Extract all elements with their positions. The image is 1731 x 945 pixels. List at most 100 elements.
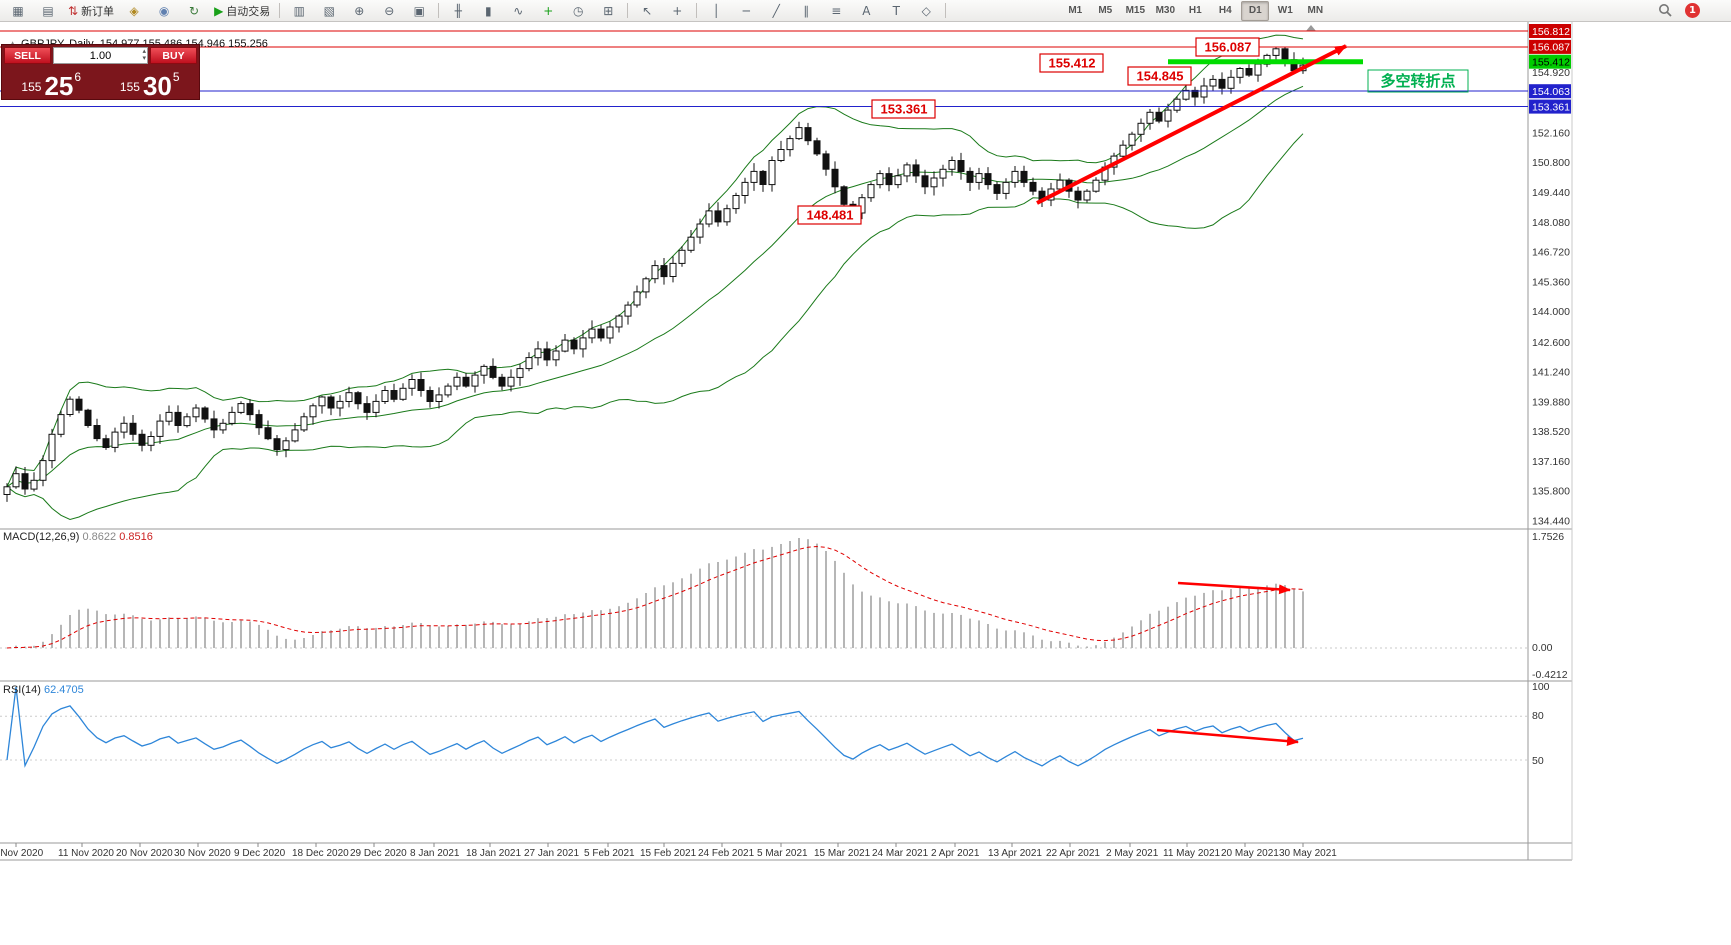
trend-arrow-main[interactable] (1036, 44, 1347, 205)
rsi-axis-label: 50 (1532, 755, 1544, 767)
templates-button[interactable]: ⊞ (594, 1, 622, 21)
tf-h4-button[interactable]: H4 (1211, 1, 1239, 21)
price-callout-text: 156.087 (1205, 40, 1252, 55)
price-axis-label: 152.160 (1532, 127, 1570, 139)
toolbar-group-timeframes: M1 M5 M15 M30 H1 H4 D1 W1 MN (1060, 0, 1330, 21)
channel-icon: ∥ (803, 3, 810, 18)
tf-mn-button[interactable]: MN (1301, 1, 1329, 21)
arrows-menu-button[interactable]: ◇ (912, 1, 940, 21)
trend-arrow-macd[interactable] (1177, 581, 1291, 595)
rsi-label: RSI(14) 62.4705 (3, 684, 84, 696)
price-callout-box[interactable] (797, 205, 862, 225)
cursor-button[interactable]: ↖ (633, 1, 661, 21)
notification-badge[interactable]: 1 (1685, 3, 1700, 18)
crosshair-button[interactable]: + (663, 1, 691, 21)
periods-button[interactable]: ◷ (564, 1, 592, 21)
macd-pane (0, 538, 1528, 649)
trend-arrow-rsi[interactable] (1156, 728, 1299, 747)
chart-shift-marker[interactable] (1306, 25, 1316, 31)
horizontal-line-button[interactable]: ─ (732, 1, 760, 21)
text-button[interactable]: A (852, 1, 880, 21)
price-callout-box[interactable] (871, 99, 936, 119)
equidistant-channel-button[interactable]: ∥ (792, 1, 820, 21)
tf-w1-button[interactable]: W1 (1271, 1, 1299, 21)
fibonacci-retracement-button[interactable]: ≡ (822, 1, 850, 21)
tf-h4-label: H4 (1218, 5, 1232, 16)
text-label-button[interactable]: T (882, 1, 910, 21)
price-callout-box[interactable] (1127, 66, 1192, 86)
zoom-out-button[interactable]: ⊖ (375, 1, 403, 21)
rsi-name: RSI(14) (3, 684, 41, 696)
price-tag-text: 155.412 (1532, 57, 1570, 69)
time-axis-label: 5 Mar 2021 (757, 848, 808, 859)
new-order-label: 新订单 (81, 5, 115, 18)
tf-m15-button[interactable]: M15 (1121, 1, 1149, 21)
price-tag-text: 156.812 (1532, 26, 1570, 38)
price-callout-box[interactable] (1195, 37, 1260, 57)
bar-chart-mode-button[interactable]: ╫ (444, 1, 472, 21)
buy-price[interactable]: 155 30 5 (119, 70, 180, 101)
time-axis-label: 24 Feb 2021 (698, 848, 755, 859)
toolbar-separator (696, 3, 698, 18)
profiles-button[interactable]: ▤ (34, 1, 62, 21)
market-watch-button[interactable]: ◈ (120, 1, 148, 21)
price-axis-label: 144.000 (1532, 306, 1570, 318)
search-icon[interactable] (1658, 3, 1673, 18)
cursor-icon: ↖ (642, 3, 653, 18)
time-axis-label: 9 Dec 2020 (234, 848, 286, 859)
zoom-in-button[interactable]: ⊕ (345, 1, 373, 21)
new-order-button[interactable]: ⇅ 新订单 (64, 1, 118, 21)
tf-m5-button[interactable]: M5 (1091, 1, 1119, 21)
zoom-in-icon: ⊕ (354, 3, 365, 18)
tf-d1-button[interactable]: D1 (1241, 0, 1270, 21)
candlestick-mode-button[interactable]: ▮ (474, 1, 502, 21)
tf-h1-button[interactable]: H1 (1181, 1, 1209, 21)
tf-m30-button[interactable]: M30 (1151, 1, 1179, 21)
chart-grid-icon: ▦ (12, 3, 24, 18)
strategy-tester-button[interactable]: ↻ (180, 1, 208, 21)
add-indicator-button[interactable]: + (534, 1, 562, 21)
chart-bars-icon: ▧ (323, 3, 335, 18)
volume-value[interactable]: 1.00 (89, 49, 112, 62)
new-chart-button[interactable]: ▦ (4, 1, 32, 21)
time-axis-label: 2 Apr 2021 (931, 848, 980, 859)
time-axis-label: 2 May 2021 (1106, 848, 1159, 859)
chart-objects[interactable]: 156.087 155.412 154.845 153.361 148.481 多空转折点 (0, 30, 1528, 747)
sell-button[interactable]: SELL (4, 47, 51, 64)
buy-button[interactable]: BUY (150, 47, 197, 64)
autotrading-button[interactable]: ▶ 自动交易 (210, 1, 274, 21)
toolbar-group-view: ▥ ▧ ⊕ ⊖ ▣ (284, 1, 434, 21)
tile-windows-button[interactable]: ▣ (405, 1, 433, 21)
volume-down-icon[interactable]: ▾ (142, 54, 146, 62)
ohlc-bars-icon: ╫ (454, 3, 462, 18)
tf-m5-label: M5 (1098, 5, 1113, 16)
time-axis-label: 15 Mar 2021 (814, 848, 871, 859)
wave-icon: ∿ (513, 3, 524, 18)
tf-m1-button[interactable]: M1 (1061, 1, 1089, 21)
crosshair-icon: + (672, 3, 683, 18)
candle-icon: ▮ (484, 3, 492, 18)
vertical-line-button[interactable]: │ (702, 1, 730, 21)
navigator-window-button[interactable]: ▧ (315, 1, 343, 21)
volume-spinner[interactable]: ▴ ▾ (142, 48, 146, 62)
volume-up-icon[interactable]: ▴ (142, 47, 146, 55)
data-window-button[interactable]: ◉ (150, 1, 178, 21)
tf-h1-label: H1 (1188, 5, 1202, 16)
toolbar-separator (945, 3, 947, 18)
note-box[interactable] (1367, 69, 1469, 93)
price-axis-label: 154.920 (1532, 67, 1570, 79)
price-callout-box[interactable] (1039, 53, 1104, 73)
volume-field[interactable]: 1.00 ▴ ▾ (53, 47, 148, 64)
trend-line-button[interactable]: ╱ (762, 1, 790, 21)
sell-price[interactable]: 155 25 6 (21, 70, 82, 101)
price-axis-label: 148.080 (1532, 217, 1570, 229)
tf-m15-label: M15 (1125, 5, 1146, 16)
toolbar-separator (438, 3, 440, 18)
macd-name: MACD(12,26,9) (3, 531, 80, 543)
time-axis-label: 30 Nov 2020 (174, 848, 231, 859)
indicators-window-button[interactable]: ▥ (285, 1, 313, 21)
line-chart-mode-button[interactable]: ∿ (504, 1, 532, 21)
